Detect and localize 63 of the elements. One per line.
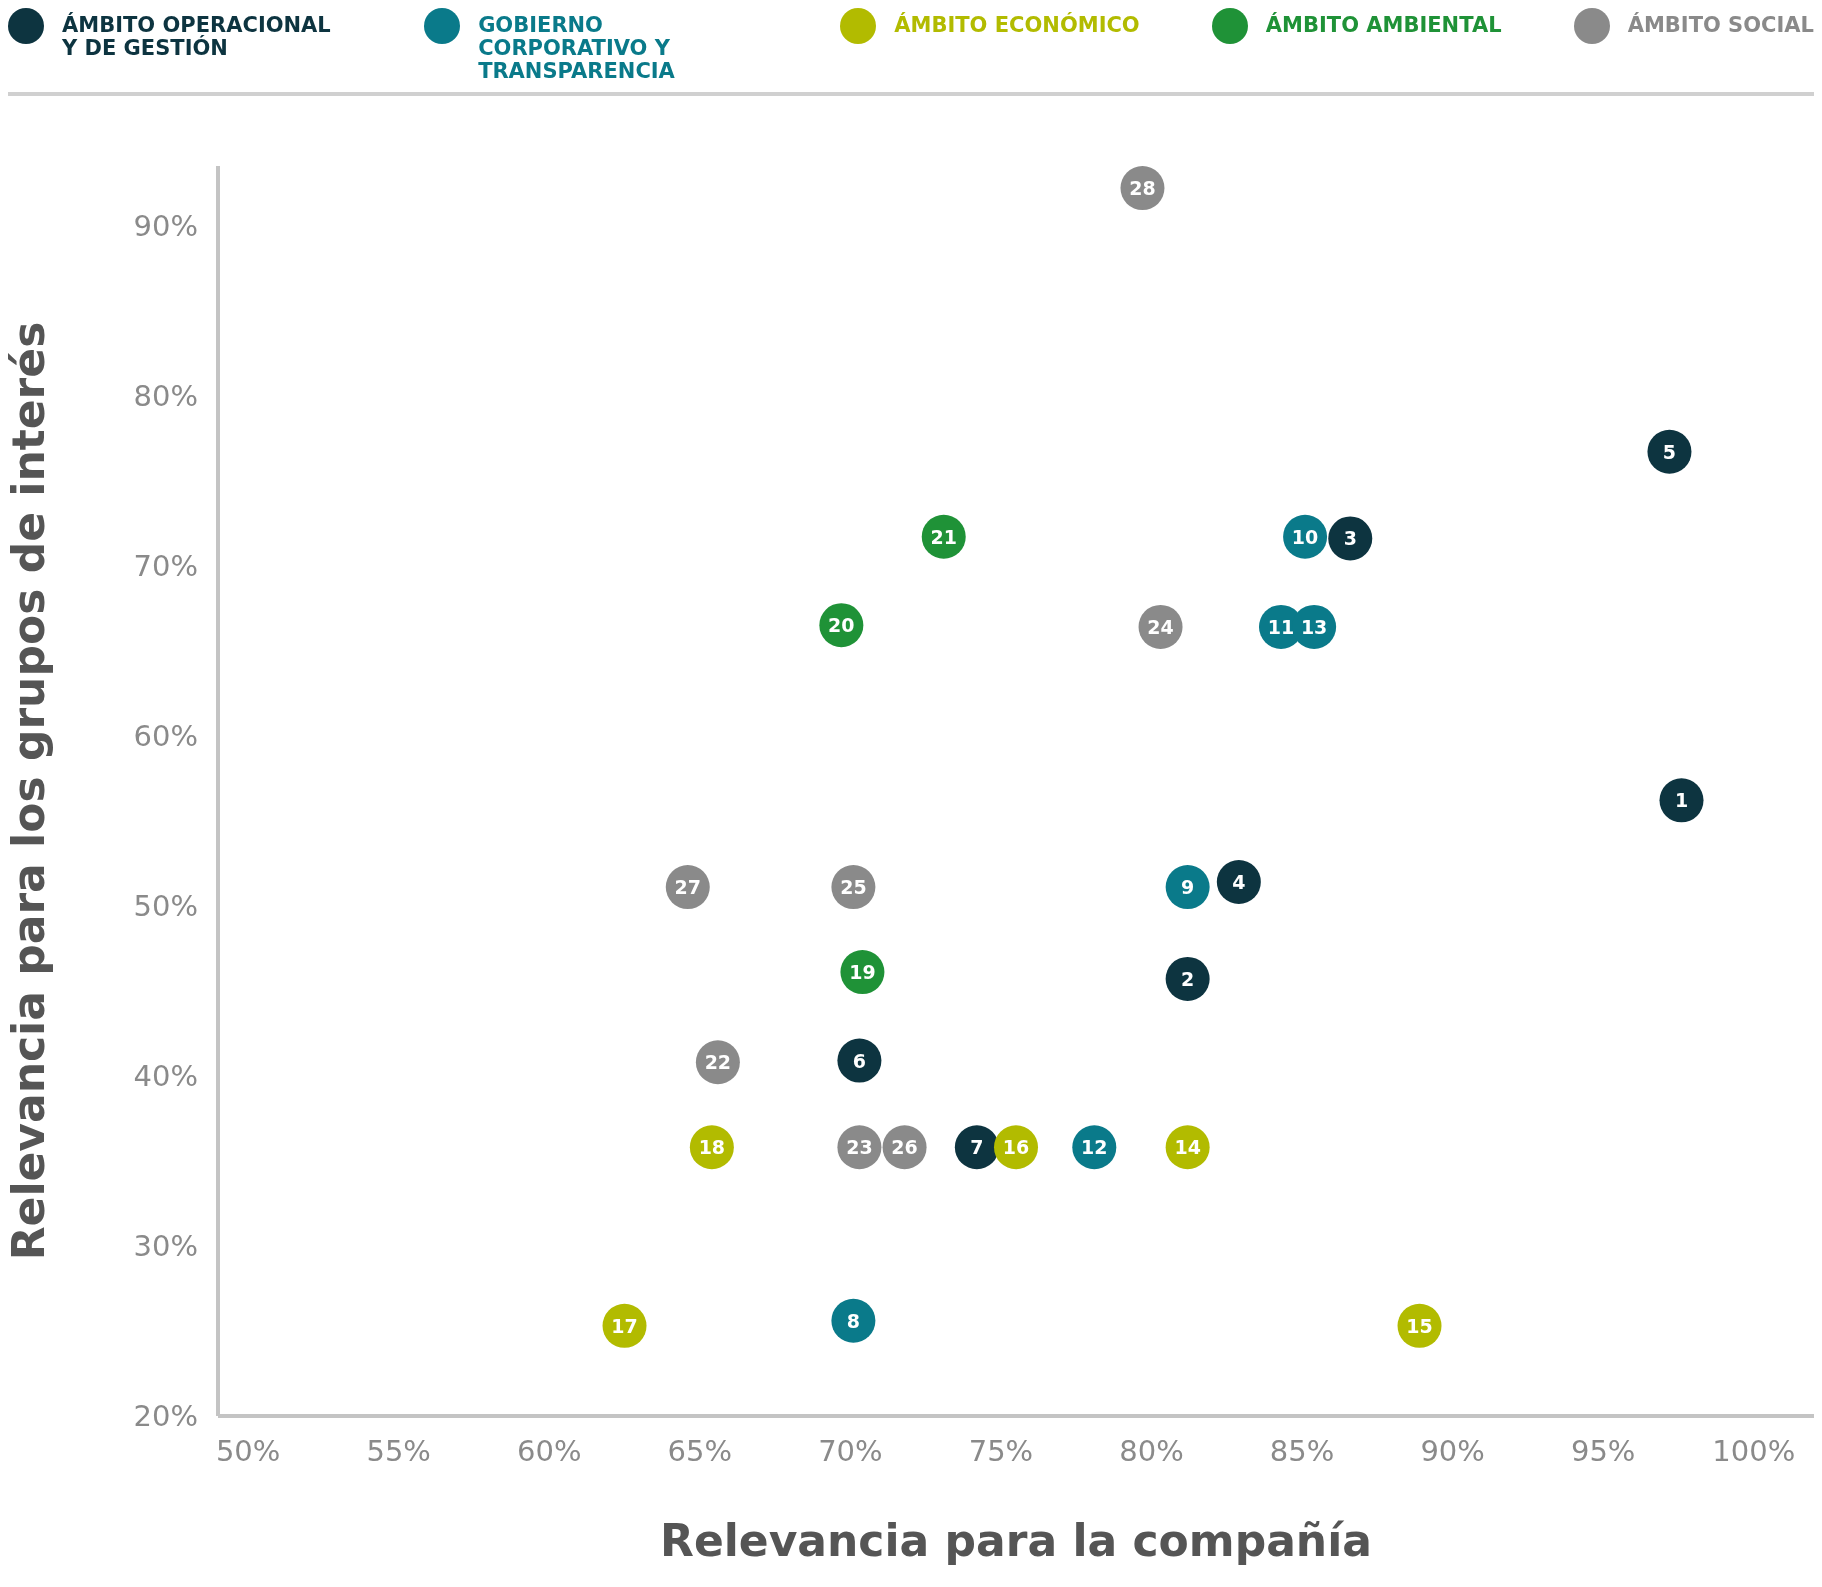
y-tick-label: 60%	[133, 719, 198, 754]
point	[1328, 516, 1373, 561]
y-tick-label: 30%	[133, 1229, 198, 1264]
y-tick-label: 80%	[133, 378, 198, 413]
annotation: 20	[828, 614, 855, 637]
annotation: 27	[674, 876, 701, 899]
legend-label: ÁMBITO SOCIAL	[1627, 11, 1814, 37]
point	[837, 1038, 882, 1083]
y-tick-label: 70%	[133, 548, 198, 583]
x-tick-label: 75%	[968, 1433, 1034, 1468]
x-axis-title: Relevancia para la compañía	[660, 1515, 1372, 1566]
legend-label: ÁMBITO OPERACIONAL Y DE GESTIÓN	[62, 11, 332, 60]
point	[831, 1298, 876, 1343]
annotation: 6	[852, 1049, 867, 1072]
legend-label: ÁMBITO AMBIENTAL	[1265, 11, 1502, 37]
annotation: 21	[930, 525, 957, 548]
x-tick-label: 65%	[667, 1433, 733, 1468]
annotation: 1	[1674, 789, 1689, 812]
annotation: 11	[1267, 615, 1295, 638]
y-tick-label: 50%	[133, 889, 198, 924]
x-tick-label: 60%	[517, 1433, 582, 1468]
legend-label: ÁMBITO ECONÓMICO	[894, 11, 1140, 37]
annotation: 15	[1406, 1314, 1433, 1337]
annotation: 24	[1147, 615, 1174, 638]
legend-label: GOBIERNO CORPORATIVO Y TRANSPARENCIA	[478, 12, 676, 83]
annotation: 2	[1181, 967, 1195, 990]
annotation: 16	[1002, 1136, 1030, 1159]
point	[1659, 778, 1704, 823]
annotation: 12	[1081, 1136, 1108, 1159]
point	[1165, 865, 1210, 910]
x-tick-label: 95%	[1570, 1433, 1636, 1468]
annotation: 17	[611, 1314, 638, 1337]
x-tick-label: 70%	[818, 1433, 883, 1468]
x-tick-label: 80%	[1119, 1433, 1184, 1468]
annotation: 19	[849, 961, 876, 984]
point	[1216, 859, 1261, 904]
annotation: 7	[970, 1136, 984, 1159]
x-tick-label: 100%	[1712, 1433, 1796, 1468]
x-tick-label: 90%	[1420, 1433, 1485, 1468]
y-axis-title: Relevancia para los grupos de interés	[2, 321, 54, 1261]
point	[954, 1125, 999, 1170]
y-tick-label: 20%	[133, 1399, 198, 1434]
annotation: 25	[840, 876, 867, 899]
annotation: 3	[1343, 527, 1357, 550]
annotation: 22	[704, 1051, 732, 1074]
annotation: 9	[1181, 876, 1195, 899]
x-tick-label: 50%	[215, 1433, 281, 1468]
annotation: 5	[1662, 440, 1677, 463]
annotation: 26	[891, 1136, 918, 1159]
annotation: 14	[1174, 1136, 1201, 1159]
annotation: 4	[1232, 870, 1246, 893]
annotation: 13	[1300, 615, 1328, 638]
y-tick-label: 40%	[133, 1059, 198, 1094]
annotation: 8	[846, 1309, 861, 1332]
point	[1647, 429, 1692, 474]
x-tick-label: 55%	[366, 1433, 431, 1468]
y-tick-label: 90%	[133, 208, 198, 243]
annotation: 28	[1129, 177, 1156, 200]
annotation: 23	[846, 1136, 873, 1159]
point	[1165, 956, 1210, 1001]
x-tick-label: 85%	[1269, 1433, 1335, 1468]
annotation: 18	[698, 1136, 726, 1159]
annotation: 10	[1291, 525, 1319, 548]
